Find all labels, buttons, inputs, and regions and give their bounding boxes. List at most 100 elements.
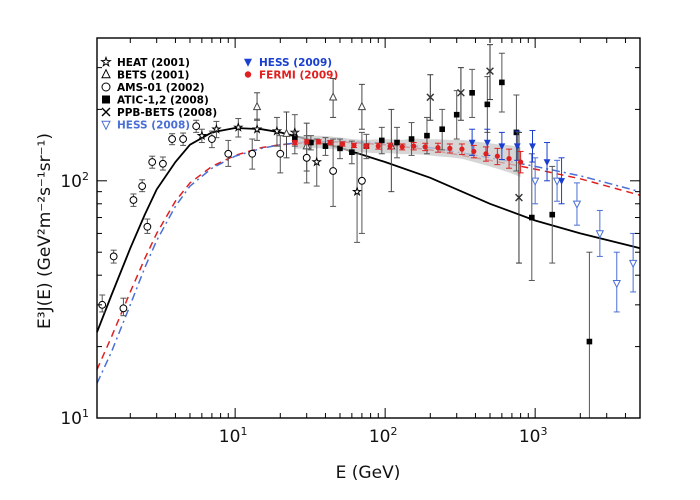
- marker-circle-filled: [327, 139, 333, 146]
- marker-circle: [192, 122, 201, 131]
- legend: HEAT (2001)BETS (2001)AMS-01 (2002)ATIC-…: [100, 55, 338, 132]
- marker-star: [351, 186, 363, 197]
- legend-label: HESS (2009): [259, 57, 332, 69]
- marker-triangle: [328, 92, 338, 101]
- marker-square: [408, 136, 415, 142]
- marker-circle: [148, 158, 157, 166]
- marker-cross: [486, 67, 494, 76]
- legend-label: AMS-01 (2002): [117, 82, 205, 94]
- x-axis-title: E (GeV): [336, 463, 401, 483]
- marker-square: [292, 136, 298, 142]
- marker-triangle-down-open: [101, 120, 111, 131]
- marker-triangle-down-open: [612, 280, 621, 289]
- marker-circle: [248, 149, 257, 158]
- marker-circle: [276, 149, 285, 158]
- marker-circle: [101, 82, 111, 92]
- marker-circle-filled: [422, 144, 428, 150]
- marker-circle: [224, 149, 233, 158]
- marker-square: [439, 126, 445, 133]
- model-curve-dashdot: [96, 140, 641, 384]
- legend-label: FERMI (2009): [259, 70, 338, 82]
- marker-triangle-down-filled: [543, 159, 551, 167]
- marker-circle-filled: [494, 153, 500, 159]
- legend-item-ppb-bets-2008: PPB-BETS (2008): [101, 107, 217, 119]
- marker-triangle: [357, 101, 367, 111]
- model-curve-solid: [96, 127, 641, 333]
- marker-square: [586, 338, 593, 345]
- marker-square: [322, 143, 329, 149]
- series-ppb-bets-2008: [426, 44, 523, 264]
- marker-star: [233, 121, 244, 132]
- x-tick-label: 103: [519, 425, 548, 447]
- marker-circle-filled: [399, 144, 405, 150]
- marker-triangle-down-open: [628, 259, 638, 269]
- marker-triangle-down-filled: [498, 143, 506, 151]
- marker-circle: [138, 182, 147, 190]
- marker-triangle: [252, 101, 262, 111]
- marker-triangle-down-filled: [558, 178, 565, 185]
- marker-triangle-down-filled: [513, 143, 521, 151]
- legend-item-hess-2008: HESS (2008): [101, 120, 190, 132]
- legend-label: ATIC-1,2 (2008): [117, 95, 209, 107]
- marker-circle: [159, 159, 167, 168]
- marker-circle-filled: [483, 151, 489, 157]
- marker-square: [378, 137, 385, 144]
- y-tick-label: 102: [60, 170, 89, 192]
- marker-circle-filled: [375, 143, 381, 149]
- marker-triangle-down-open: [595, 230, 605, 239]
- marker-square: [484, 101, 491, 108]
- marker-circle: [129, 196, 138, 204]
- series-hess-2009: [468, 128, 565, 205]
- series-hess-2008: [530, 157, 638, 313]
- legend-label: HEAT (2001): [117, 57, 190, 69]
- marker-circle: [119, 304, 128, 313]
- marker-triangle-down-filled: [468, 139, 476, 147]
- marker-circle-filled: [339, 141, 346, 147]
- marker-circle-filled: [506, 156, 512, 162]
- legend-item-atic-1-2-2008: ATIC-1,2 (2008): [102, 95, 209, 107]
- marker-square: [394, 139, 400, 146]
- data-points: [98, 44, 638, 418]
- marker-square: [102, 95, 110, 104]
- marker-circle-filled: [351, 142, 357, 149]
- fermi-systematic-band: [294, 135, 521, 178]
- marker-circle-filled: [518, 159, 524, 165]
- marker-triangle-down-open: [552, 177, 562, 187]
- marker-circle: [207, 135, 216, 143]
- marker-square: [529, 214, 535, 221]
- legend-item-heat-2001: HEAT (2001): [100, 55, 190, 69]
- marker-circle-filled: [363, 143, 369, 149]
- marker-star: [251, 123, 263, 134]
- legend-item-fermi-2009: FERMI (2009): [244, 70, 338, 82]
- marker-circle-filled: [435, 145, 441, 151]
- legend-label: PPB-BETS (2008): [117, 107, 217, 119]
- marker-triangle: [282, 128, 291, 137]
- marker-square: [337, 145, 343, 152]
- marker-circle: [143, 222, 152, 231]
- marker-cross: [515, 193, 523, 202]
- marker-circle-filled: [315, 139, 322, 145]
- marker-circle-filled: [292, 139, 298, 146]
- y-axis-title: E³J(E) (GeV²m⁻²s⁻¹sr⁻¹): [35, 133, 55, 329]
- marker-circle: [168, 135, 176, 143]
- marker-square: [499, 79, 505, 86]
- marker-star: [100, 55, 112, 67]
- marker-star: [311, 156, 323, 167]
- marker-circle: [329, 167, 338, 175]
- axes: 101 102 103 101 102: [60, 37, 641, 447]
- marker-square: [469, 89, 475, 96]
- marker-star: [196, 130, 208, 141]
- marker-circle: [109, 252, 118, 261]
- x-tick-label: 102: [369, 425, 398, 447]
- marker-circle: [302, 153, 311, 162]
- marker-square: [549, 211, 556, 218]
- marker-circle-filled: [244, 71, 252, 78]
- marker-cross: [457, 88, 465, 97]
- legend-label: HESS (2008): [117, 120, 190, 132]
- marker-triangle-down-filled: [244, 58, 252, 67]
- marker-triangle-down-open: [530, 177, 540, 187]
- marker-square: [424, 132, 430, 139]
- marker-circle-filled: [471, 148, 477, 155]
- x-tick-label: 101: [219, 425, 248, 447]
- marker-square: [349, 149, 355, 156]
